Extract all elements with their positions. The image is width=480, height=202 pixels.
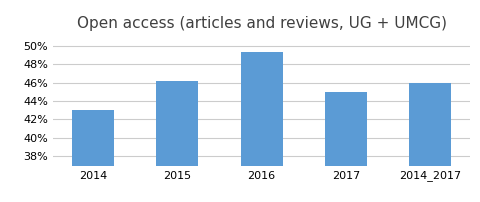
Bar [156, 81, 198, 202]
Title: Open access (articles and reviews, UG + UMCG): Open access (articles and reviews, UG + … [77, 16, 446, 31]
Bar [409, 83, 451, 202]
Bar [240, 52, 283, 202]
Bar [72, 110, 114, 202]
Bar [325, 92, 367, 202]
